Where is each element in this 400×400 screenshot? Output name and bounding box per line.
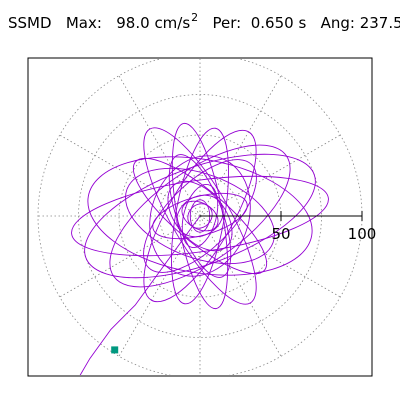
chart-header: SSMD Max: 98.0 cm/s2 Per: 0.650 s Ang: 2… [8, 11, 400, 32]
trace-loop-12 [149, 155, 251, 277]
trace-loop-2 [87, 156, 313, 276]
trace-loop-3 [109, 144, 291, 288]
trace-loop-1 [84, 153, 316, 279]
max-label: Max: [65, 14, 102, 32]
radial-axis: 50 100 [200, 211, 376, 243]
trace-loop-0 [71, 175, 329, 257]
station-label: SSMD [8, 14, 52, 32]
grid-spoke-210 [59, 215, 201, 298]
trace-loop-7 [143, 127, 257, 305]
trace-loop-16 [176, 194, 224, 238]
angle-value: 237.5 [359, 14, 400, 32]
grid-spoke-60 [199, 75, 282, 217]
grid-spoke-30 [199, 134, 341, 217]
trace-loop-10 [143, 159, 257, 273]
trace-loop-11 [168, 154, 232, 278]
grid-spoke-150 [59, 134, 201, 217]
trace-loop-19 [187, 203, 213, 229]
axis-tick-label-50: 50 [271, 225, 290, 243]
trace-loop-15 [181, 183, 219, 249]
period-label: Per: [212, 14, 242, 32]
angle-label: Ang: [320, 14, 355, 32]
trace-loop-9 [125, 167, 275, 265]
grid-spoke-330 [199, 215, 341, 298]
grid-spoke-120 [118, 75, 201, 217]
trace-tail [79, 215, 201, 375]
trajectory-trace [71, 122, 329, 375]
period-value: 0.650 s [250, 14, 307, 32]
max-value: 98.0 [116, 14, 150, 32]
grid-spoke-300 [199, 215, 282, 357]
plot-frame [27, 57, 373, 377]
max-unit: cm/s [154, 14, 191, 32]
max-unit-exponent: 2 [191, 11, 199, 24]
peak-marker [111, 346, 119, 354]
grid-spoke-240 [118, 215, 201, 357]
axis-tick-label-100: 100 [348, 225, 377, 243]
